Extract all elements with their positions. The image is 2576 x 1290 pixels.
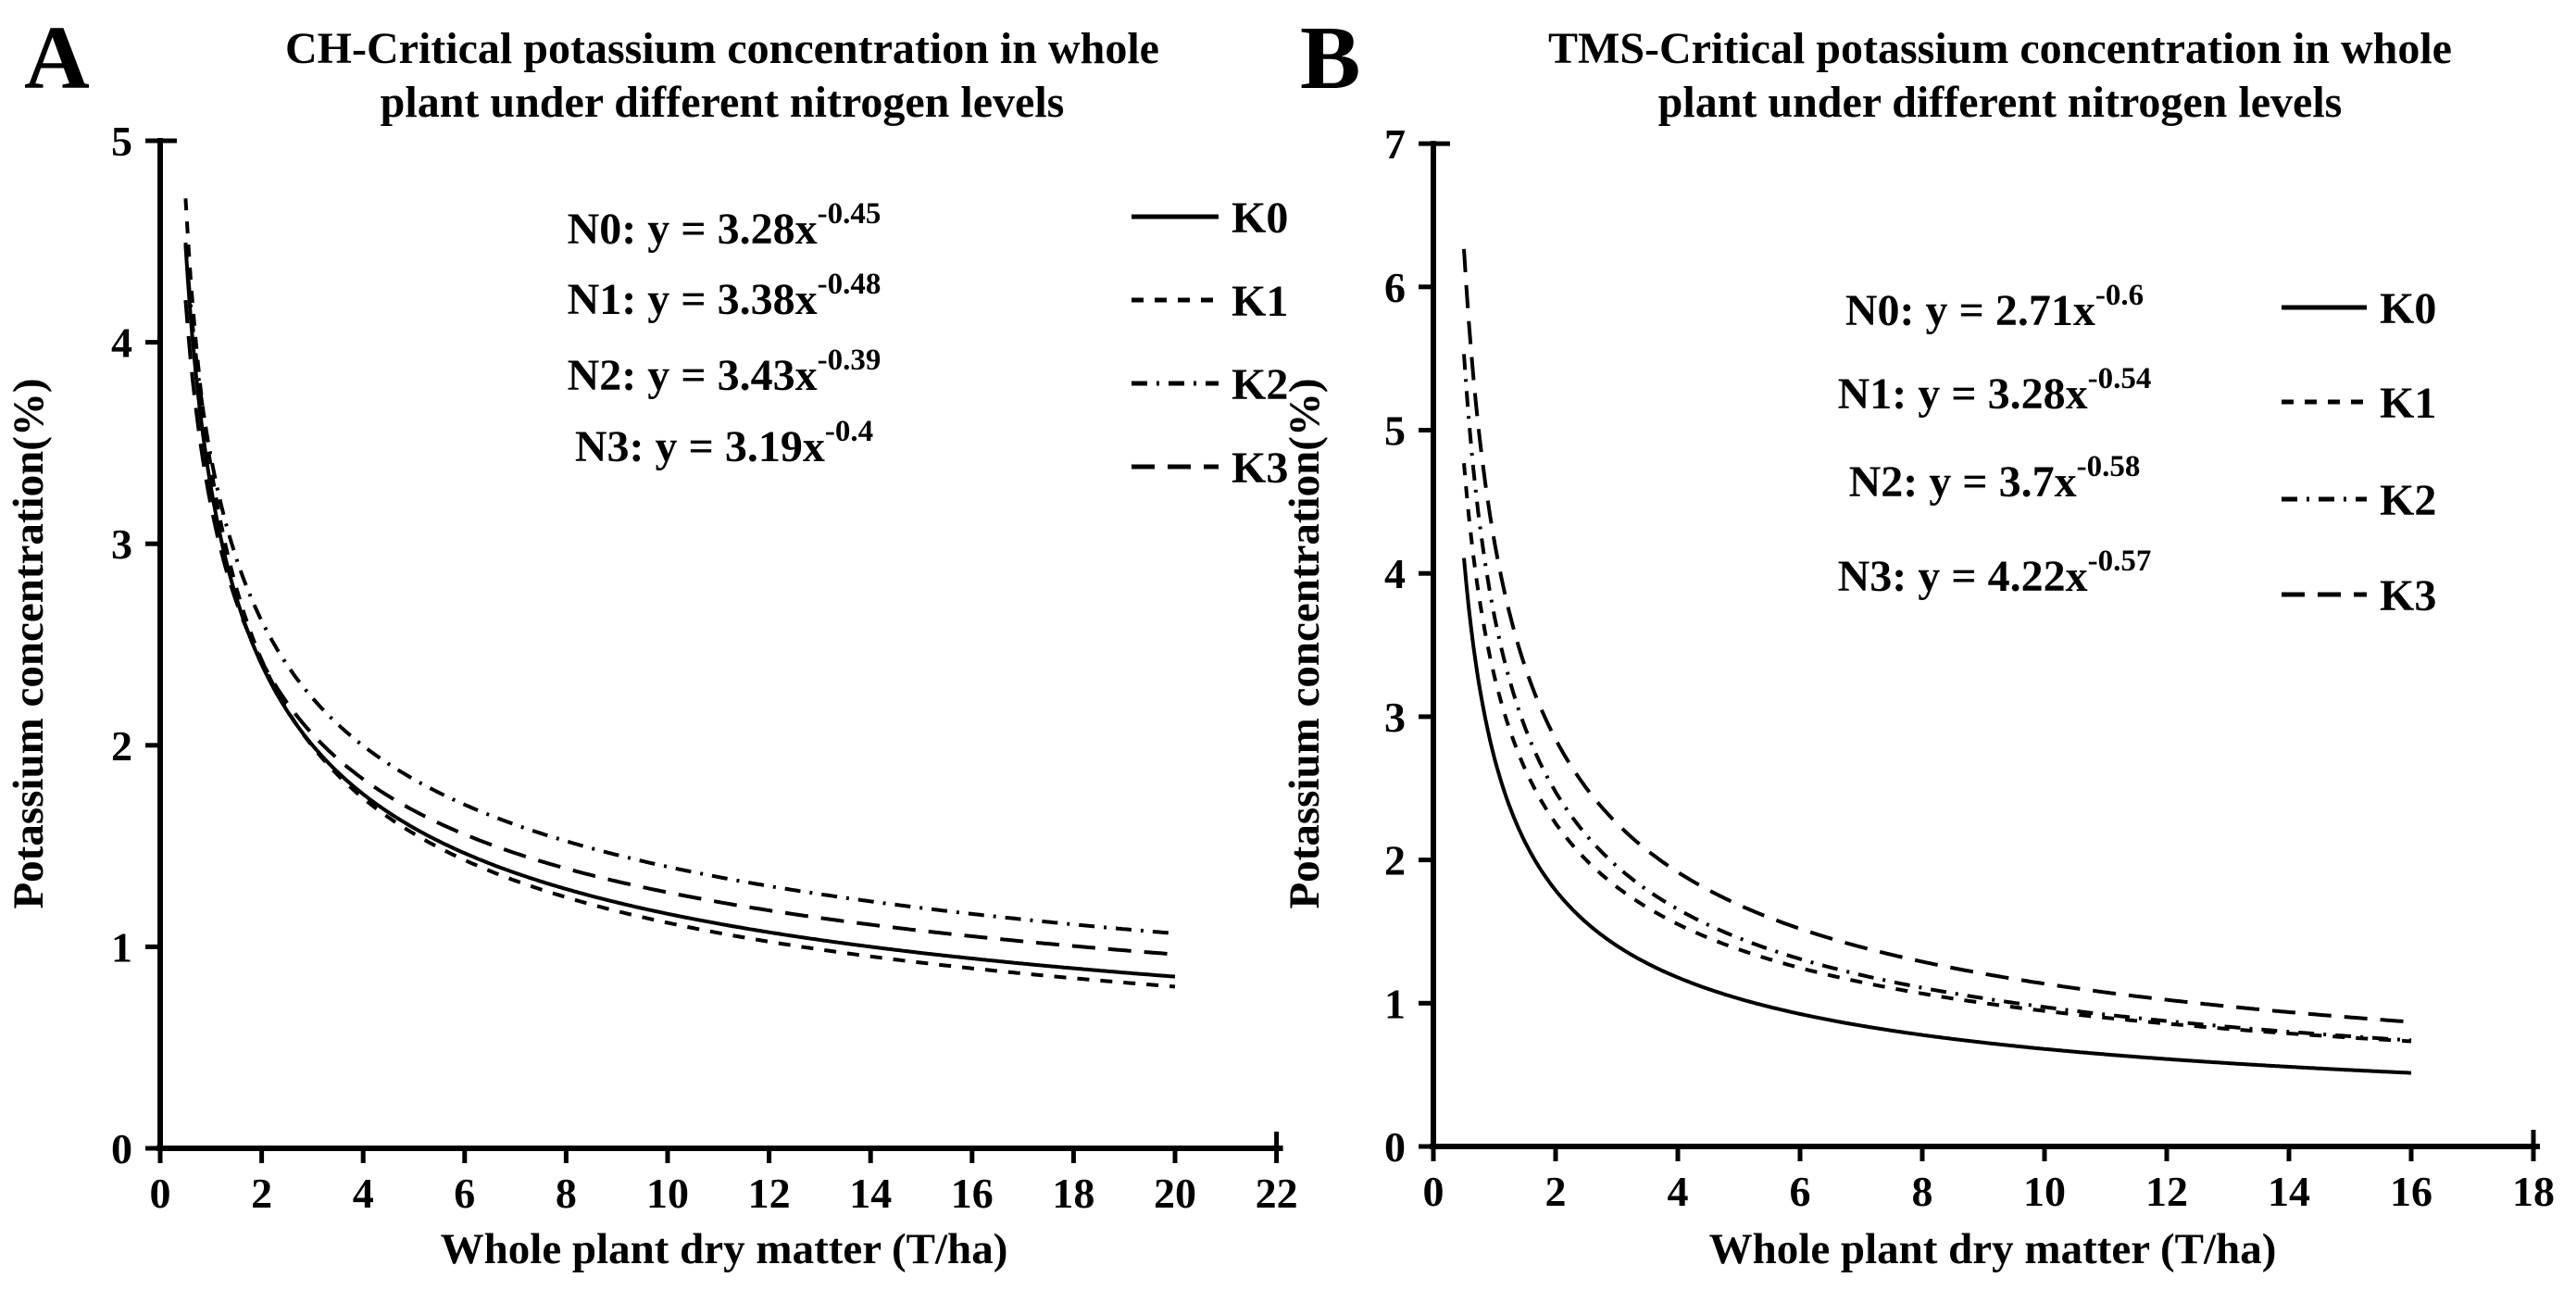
x-tick-label: 12 bbox=[748, 1170, 791, 1217]
y-tick-label: 3 bbox=[1384, 694, 1406, 741]
x-tick-label: 10 bbox=[2023, 1168, 2066, 1215]
y-tick-label: 5 bbox=[1384, 407, 1406, 455]
y-tick-label: 4 bbox=[1384, 550, 1406, 597]
curve-K2 bbox=[1462, 354, 2412, 1043]
curve-K1 bbox=[1462, 463, 2412, 1044]
x-tick-label: 2 bbox=[251, 1170, 272, 1217]
y-tick-label: 1 bbox=[111, 923, 132, 971]
y-tick-label: 0 bbox=[111, 1125, 132, 1172]
panel-letter: A bbox=[24, 8, 90, 108]
x-tick-label: 20 bbox=[1154, 1170, 1196, 1217]
x-tick-label: 18 bbox=[1052, 1170, 1094, 1217]
x-axis-title: Whole plant dry matter (T/ha) bbox=[1709, 1225, 2277, 1273]
x-tick-label: 0 bbox=[1423, 1168, 1444, 1215]
x-tick-label: 0 bbox=[150, 1170, 171, 1217]
x-tick-label: 18 bbox=[2512, 1168, 2555, 1215]
chart-title-line1: CH-Critical potassium concentration in w… bbox=[285, 24, 1159, 73]
curve-K2 bbox=[183, 242, 1176, 935]
x-tick-label: 22 bbox=[1256, 1170, 1298, 1217]
y-tick-label: 5 bbox=[111, 118, 132, 165]
y-axis-title: Potassium concentration(%) bbox=[1281, 378, 1329, 908]
legend-label-K2: K2 bbox=[1232, 360, 1288, 409]
legend-label-K1: K1 bbox=[1232, 277, 1288, 326]
legend-label-K3: K3 bbox=[1232, 444, 1288, 493]
x-tick-label: 14 bbox=[2268, 1168, 2310, 1215]
y-tick-label: 4 bbox=[111, 319, 132, 367]
x-axis-title: Whole plant dry matter (T/ha) bbox=[441, 1225, 1008, 1273]
x-tick-label: 14 bbox=[849, 1170, 892, 1217]
equation-K0: N0: y = 3.28x-0.45 bbox=[568, 197, 882, 254]
y-tick-label: 1 bbox=[1384, 980, 1406, 1027]
curve-K0 bbox=[1462, 557, 2412, 1075]
legend-label-K0: K0 bbox=[2380, 284, 2436, 333]
x-tick-label: 12 bbox=[2145, 1168, 2188, 1215]
panel-letter: B bbox=[1300, 8, 1360, 108]
y-tick-label: 3 bbox=[111, 520, 132, 568]
y-tick-label: 7 bbox=[1384, 120, 1406, 168]
legend-label-K0: K0 bbox=[1232, 194, 1288, 243]
x-tick-label: 8 bbox=[1912, 1168, 1933, 1215]
legend-label-K1: K1 bbox=[2380, 379, 2436, 428]
x-tick-label: 4 bbox=[353, 1170, 374, 1217]
x-tick-label: 16 bbox=[2390, 1168, 2432, 1215]
equation-K2: N2: y = 3.43x-0.39 bbox=[568, 344, 882, 400]
y-tick-label: 2 bbox=[1384, 837, 1406, 884]
y-tick-label: 2 bbox=[111, 722, 132, 770]
legend-label-K3: K3 bbox=[2380, 571, 2436, 620]
equation-K0: N0: y = 2.71x-0.6 bbox=[1845, 279, 2144, 335]
equation-K2: N2: y = 3.7x-0.58 bbox=[1849, 450, 2141, 507]
curve-K1 bbox=[183, 198, 1176, 989]
x-tick-label: 6 bbox=[1790, 1168, 1811, 1215]
equation-K3: N3: y = 4.22x-0.57 bbox=[1838, 545, 2152, 601]
x-tick-label: 2 bbox=[1545, 1168, 1567, 1215]
curve-K3 bbox=[1462, 248, 2412, 1024]
y-tick-label: 0 bbox=[1384, 1123, 1406, 1171]
y-axis-title: Potassium concentration(%) bbox=[5, 378, 53, 908]
chart-title-line2: plant under different nitrogen levels bbox=[1658, 78, 2343, 127]
chart-title-line2: plant under different nitrogen levels bbox=[381, 78, 1065, 127]
legend-label-K2: K2 bbox=[2380, 476, 2436, 525]
x-tick-label: 6 bbox=[454, 1170, 475, 1217]
curve-K3 bbox=[183, 299, 1176, 957]
x-tick-label: 16 bbox=[951, 1170, 994, 1217]
x-tick-label: 4 bbox=[1668, 1168, 1689, 1215]
equation-K1: N1: y = 3.28x-0.54 bbox=[1838, 362, 2152, 419]
chart-title-line1: TMS-Critical potassium concentration in … bbox=[1548, 24, 2452, 73]
equation-K3: N3: y = 3.19x-0.4 bbox=[575, 415, 873, 471]
x-tick-label: 10 bbox=[646, 1170, 689, 1217]
x-tick-label: 8 bbox=[556, 1170, 577, 1217]
y-tick-label: 6 bbox=[1384, 264, 1406, 311]
curve-K0 bbox=[183, 244, 1176, 979]
equation-K1: N1: y = 3.38x-0.48 bbox=[568, 268, 882, 324]
